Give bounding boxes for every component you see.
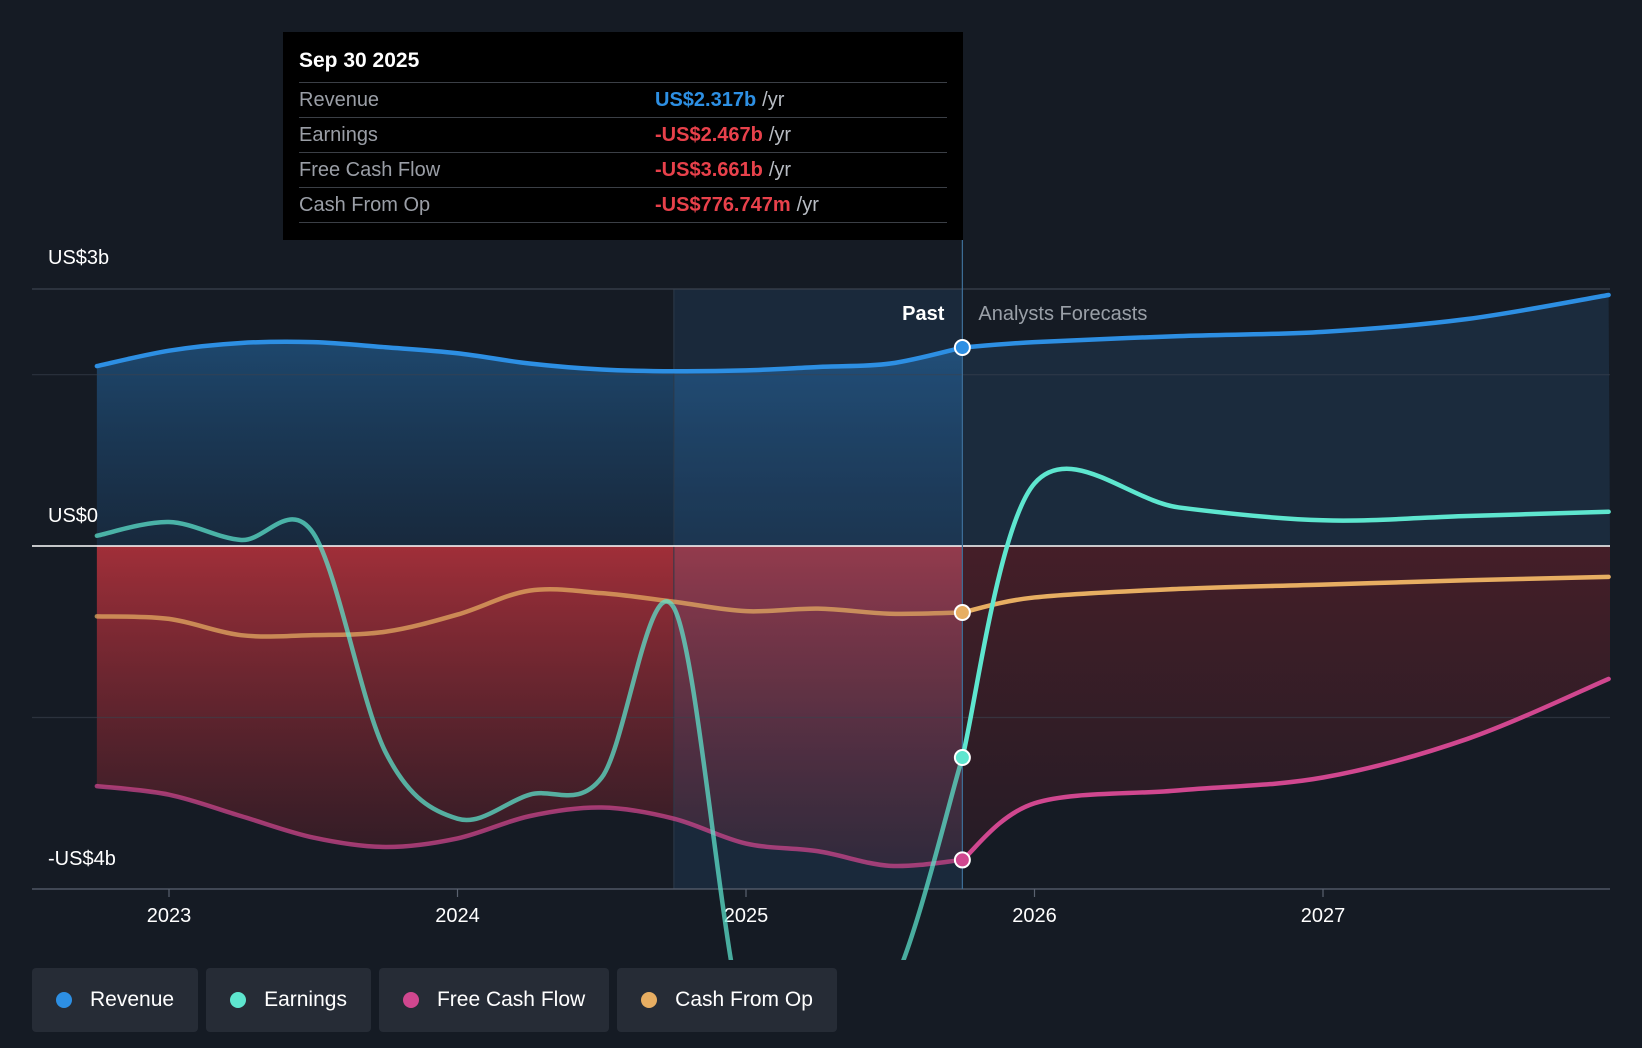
legend-item-revenue[interactable]: Revenue — [32, 968, 199, 1032]
x-axis-tick-label: 2025 — [724, 905, 769, 927]
earnings-line-forecast — [960, 466, 1611, 760]
analysts-forecasts-label: Analysts Forecasts — [978, 303, 1147, 325]
legend-label: Earnings — [264, 988, 347, 1011]
tooltip-label: Free Cash Flow — [299, 158, 441, 181]
tooltip-label: Earnings — [299, 123, 378, 146]
tooltip: Sep 30 2025 Revenue US$2.317b /yr Earnin… — [283, 32, 963, 240]
x-axis-tick-label: 2026 — [1012, 905, 1057, 927]
revenue-line-past — [94, 339, 965, 374]
tooltip-row-revenue: Revenue US$2.317b /yr — [299, 82, 947, 117]
earnings-marker — [953, 749, 971, 767]
cash-from-op-dot-icon — [641, 992, 658, 1008]
free-cash-flow-marker — [953, 851, 971, 869]
free-cash-flow-line-forecast — [960, 676, 1611, 863]
free-cash-flow-dot-icon — [402, 992, 419, 1008]
x-axis-tick-label: 2024 — [435, 905, 480, 927]
earnings-line-past — [94, 517, 965, 960]
tooltip-unit: /yr — [768, 123, 792, 146]
legend-label: Free Cash Flow — [436, 988, 586, 1011]
loss-area-forecast — [962, 546, 1610, 860]
tooltip-label: Revenue — [299, 88, 380, 111]
revenue-dot-icon — [56, 992, 72, 1008]
revenue-line-forecast — [960, 292, 1611, 350]
legend-item-earnings[interactable]: Earnings — [206, 968, 371, 1032]
legend-label: Revenue — [90, 988, 175, 1011]
tooltip-row-free-cash-flow: Free Cash Flow -US$3.661b /yr — [299, 152, 947, 187]
cash-from-op-line-forecast — [960, 574, 1611, 615]
tooltip-value: -US$2.467b — [655, 123, 763, 146]
tooltip-value: -US$776.747m — [655, 193, 791, 216]
tooltip-value: -US$3.661b — [655, 158, 763, 181]
legend-item-free-cash-flow[interactable]: Free Cash Flow — [378, 968, 610, 1032]
revenue-area-forecast — [962, 294, 1610, 546]
x-axis-tick-label: 2027 — [1301, 905, 1346, 927]
chart-area: US$3b US$0 -US$4b 2023 2024 2025 2026 2027 Past A… — [32, 240, 1611, 960]
tooltip-label: Cash From Op — [299, 193, 431, 216]
tooltip-date: Sep 30 2025 — [299, 49, 420, 72]
revenue-marker — [953, 339, 971, 357]
legend-item-cash-from-op[interactable]: Cash From Op — [617, 968, 837, 1032]
revenue-area-past — [96, 341, 963, 546]
loss-area-past — [96, 546, 963, 867]
legend: Revenue Earnings Free Cash Flow Cash Fro… — [32, 968, 845, 1032]
y-axis-tick-label: US$3b — [48, 247, 109, 269]
free-cash-flow-line-past — [94, 783, 965, 869]
y-axis-tick-label: -US$4b — [48, 848, 116, 870]
tooltip-divider — [299, 222, 947, 223]
cash-from-op-marker — [953, 604, 971, 622]
tooltip-value: US$2.317b — [655, 88, 757, 111]
earnings-dot-icon — [230, 992, 247, 1008]
tooltip-unit: /yr — [796, 193, 819, 216]
past-label: Past — [902, 303, 945, 325]
tooltip-row-earnings: Earnings -US$2.467b /yr — [299, 117, 947, 152]
y-axis-tick-label: US$0 — [48, 505, 98, 527]
x-axis-tick-label: 2023 — [147, 905, 192, 927]
cash-from-op-line-past — [94, 587, 965, 639]
tooltip-row-cash-from-op: Cash From Op -US$776.747m /yr — [299, 187, 947, 222]
highlight-band — [673, 289, 963, 889]
legend-label: Cash From Op — [675, 988, 813, 1011]
tooltip-unit: /yr — [768, 158, 792, 181]
tooltip-unit: /yr — [762, 88, 785, 111]
